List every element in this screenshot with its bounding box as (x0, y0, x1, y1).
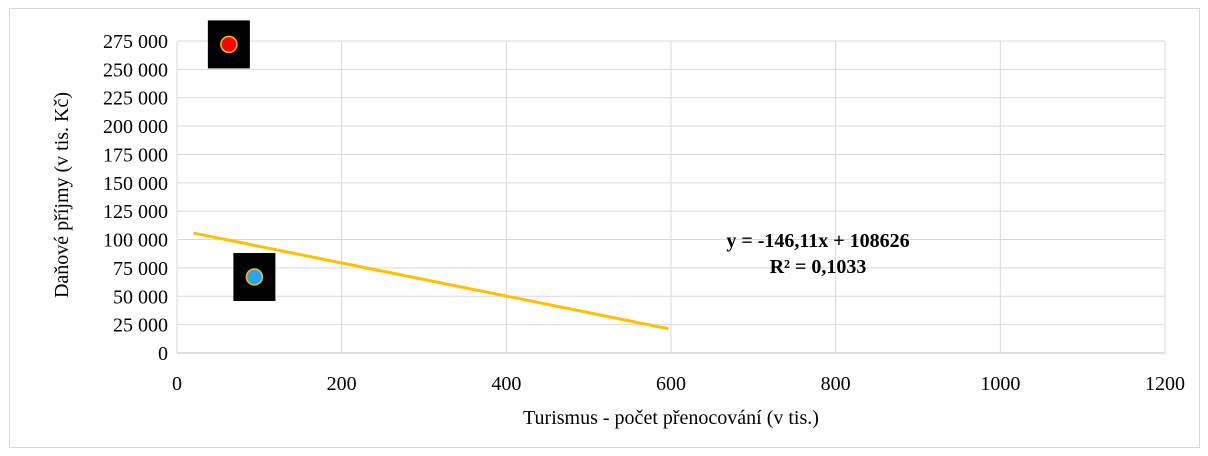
y-tick-label: 50 000 (113, 286, 168, 308)
y-tick-labels: 0 25 000 50 000 75 000 100 000 125 000 150 000… (103, 31, 168, 365)
y-tick-label: 75 000 (113, 258, 168, 280)
trendline-r-squared: R² = 0,1033 (770, 256, 867, 278)
chart-area (9, 8, 1200, 448)
y-tick-label: 125 000 (103, 201, 168, 223)
trendline-equation: y = -146,11x + 108626 (726, 230, 909, 252)
x-axis-title: Turismus - počet přenocování (v tis.) (523, 407, 819, 429)
y-tick-label: 225 000 (103, 88, 168, 110)
y-tick-label: 200 000 (103, 116, 168, 138)
x-tick-label: 400 (491, 373, 521, 395)
y-tick-label: 25 000 (113, 315, 168, 337)
trendline (193, 231, 669, 331)
y-axis-title: Daňové příjmy (v tis. Kč) (51, 92, 73, 298)
x-tick-labels: 0 200 400 600 800 1000 1200 (172, 373, 1185, 395)
trendline-group (193, 231, 669, 331)
y-tick-label: 175 000 (103, 144, 168, 166)
x-tick-label: 800 (821, 373, 851, 395)
y-tick-label: 275 000 (103, 31, 168, 53)
x-tick-label: 1200 (1145, 373, 1185, 395)
data-point (245, 268, 264, 286)
y-tick-label: 100 000 (103, 230, 168, 252)
x-tick-label: 1000 (980, 373, 1020, 395)
grid-lines (176, 40, 1166, 354)
y-tick-label: 150 000 (103, 173, 168, 195)
y-tick-label: 250 000 (103, 59, 168, 81)
y-tick-label: 0 (158, 343, 168, 365)
data-points (207, 20, 276, 301)
x-tick-label: 600 (656, 373, 686, 395)
data-point (220, 35, 238, 54)
x-tick-label: 200 (327, 373, 357, 395)
x-tick-label: 0 (172, 373, 182, 395)
